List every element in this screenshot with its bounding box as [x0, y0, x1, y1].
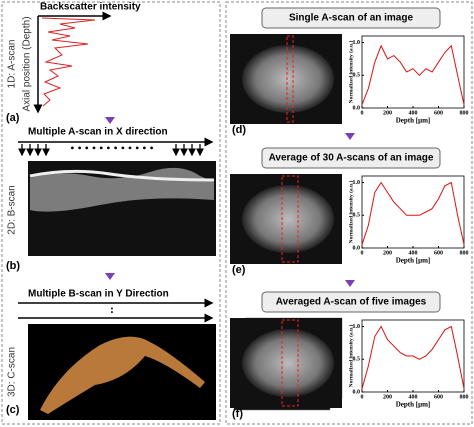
right-border: [225, 1, 473, 425]
scan-region: [281, 319, 299, 407]
scan-region: [286, 35, 294, 123]
x-tick-label: 200: [383, 394, 392, 400]
a-scan-curve: [41, 17, 96, 107]
x-tick-label: 200: [383, 110, 392, 116]
y-tick-label: 0.5: [353, 357, 361, 363]
flow-arrow: [345, 280, 355, 287]
a-scan-arrows: [18, 144, 204, 157]
y-tick-label: 1.0: [353, 40, 361, 46]
plot-frame: [361, 175, 465, 249]
title-box: [261, 147, 441, 169]
y-tick-label: 0.0: [353, 105, 361, 111]
panel-title: Average of 30 A-scans of an image: [269, 153, 434, 164]
panel-tag: (f): [232, 408, 243, 420]
x-tick-label: 600: [434, 110, 443, 116]
panel-tag: (b): [6, 260, 20, 272]
tissue: [242, 45, 334, 113]
plot-frame: [361, 35, 465, 109]
axis-side-label: Axial position (Depth): [22, 16, 33, 111]
panel-title: Single A-scan of an image: [289, 13, 414, 24]
flow-arrow: [105, 273, 115, 280]
x-tick-label: 800: [460, 110, 469, 116]
flow-arrow: [105, 117, 115, 124]
x-tick-label: 400: [409, 394, 418, 400]
x-tick-label: 400: [409, 250, 418, 256]
intensity-line: [361, 44, 465, 105]
y-tick-label: 1.0: [353, 324, 361, 330]
x-tick-label: 600: [434, 250, 443, 256]
y-axis-label: Normalized intensity (a.u.): [347, 41, 354, 104]
x-tick-label: 800: [460, 250, 469, 256]
panel-tag: (e): [232, 264, 246, 276]
dots: • • • • • • • • • • • •: [70, 141, 153, 155]
caption: Multiple B-scan in Y Direction: [28, 289, 169, 300]
panel-tag: (c): [6, 404, 20, 416]
y-axis-label: Normalized intensity (a.u.): [347, 181, 354, 244]
x-tick-label: 0: [361, 250, 364, 256]
scan-region: [281, 175, 299, 263]
intensity-line: [361, 181, 465, 245]
row-label: 3D: C-scan: [7, 347, 18, 397]
y-axis-label: Normalized intensity (a.u.): [347, 325, 354, 388]
mosquito-render: [40, 336, 205, 414]
panel-title: Averaged A-scan of five images: [276, 297, 427, 308]
b-scan-surface: [29, 169, 215, 182]
y-tick-label: 0.0: [353, 389, 361, 395]
y-tick-label: 1.0: [353, 180, 361, 186]
panel-tag: (a): [6, 112, 20, 124]
flow-arrow: [345, 133, 355, 140]
x-axis-label: Depth [μm]: [396, 401, 431, 409]
x-tick-label: 600: [434, 394, 443, 400]
dots: :: [110, 302, 114, 316]
title-box: [261, 7, 441, 29]
title-box: [261, 291, 441, 313]
row-label: 2D: B-scan: [7, 185, 18, 234]
x-axis-label: Depth [μm]: [396, 117, 431, 125]
x-tick-label: 0: [361, 394, 364, 400]
y-tick-label: 0.5: [353, 213, 361, 219]
tissue: [242, 329, 334, 397]
x-tick-label: 0: [361, 110, 364, 116]
y-tick-label: 0.0: [353, 245, 361, 251]
axis-top-label: Backscatter intensity: [40, 2, 141, 13]
panel-tag: (d): [232, 124, 246, 136]
x-axis-label: Depth [μm]: [396, 257, 431, 265]
x-tick-label: 400: [409, 110, 418, 116]
x-tick-label: 800: [460, 394, 469, 400]
caption: Multiple A-scan in X direction: [28, 127, 168, 138]
intensity-line: [361, 325, 465, 389]
x-tick-label: 200: [383, 250, 392, 256]
row-label: 1D: A-scan: [7, 40, 18, 89]
tissue: [242, 185, 334, 253]
y-tick-label: 0.5: [353, 73, 361, 79]
